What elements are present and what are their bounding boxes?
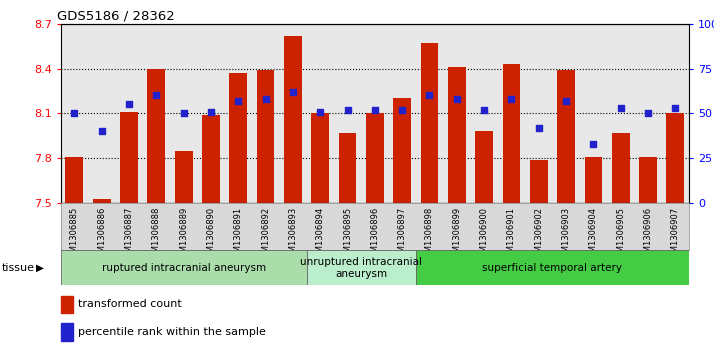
Bar	[61, 323, 74, 341]
Bar	[284, 36, 302, 203]
Text: GSM1306899: GSM1306899	[452, 207, 461, 263]
Bar	[476, 131, 493, 203]
Point	[560, 98, 572, 104]
FancyBboxPatch shape	[61, 250, 306, 285]
Point	[533, 125, 545, 131]
Point	[396, 107, 408, 113]
Point	[424, 93, 436, 98]
Point	[233, 98, 244, 104]
Point	[478, 107, 490, 113]
Text: GSM1306906: GSM1306906	[643, 207, 653, 263]
Point	[178, 110, 189, 116]
Text: GSM1306907: GSM1306907	[671, 207, 680, 263]
Text: GSM1306894: GSM1306894	[316, 207, 325, 263]
Point	[314, 109, 326, 115]
Point	[205, 109, 216, 115]
Bar	[366, 113, 383, 203]
Bar	[66, 157, 84, 203]
Point	[287, 89, 298, 95]
Point	[151, 93, 162, 98]
Bar	[530, 160, 548, 203]
Text: ▶: ▶	[36, 263, 44, 273]
Text: GSM1306900: GSM1306900	[480, 207, 488, 263]
Bar	[557, 70, 575, 203]
Text: GSM1306896: GSM1306896	[371, 207, 379, 263]
Bar	[585, 157, 603, 203]
Text: GSM1306905: GSM1306905	[616, 207, 625, 263]
Text: GSM1306891: GSM1306891	[233, 207, 243, 263]
FancyBboxPatch shape	[306, 250, 416, 285]
Bar	[448, 67, 466, 203]
Point	[643, 110, 654, 116]
Bar	[93, 199, 111, 203]
Text: GSM1306897: GSM1306897	[398, 207, 407, 263]
Bar	[639, 157, 657, 203]
Point	[670, 105, 681, 111]
Text: superficial temporal artery: superficial temporal artery	[483, 263, 623, 273]
Bar	[229, 73, 247, 203]
Bar	[421, 43, 438, 203]
Point	[342, 107, 353, 113]
Bar	[175, 151, 193, 203]
Text: GSM1306890: GSM1306890	[206, 207, 216, 263]
Text: GSM1306898: GSM1306898	[425, 207, 434, 263]
Text: GSM1306893: GSM1306893	[288, 207, 298, 263]
Text: ruptured intracranial aneurysm: ruptured intracranial aneurysm	[101, 263, 266, 273]
Bar	[612, 133, 630, 203]
Point	[615, 105, 626, 111]
Point	[451, 96, 463, 102]
Bar	[202, 115, 220, 203]
Point	[588, 141, 599, 147]
Text: GSM1306888: GSM1306888	[152, 207, 161, 264]
Point	[96, 129, 107, 134]
Bar	[393, 98, 411, 203]
Text: GSM1306904: GSM1306904	[589, 207, 598, 263]
Bar	[120, 112, 138, 203]
Text: GSM1306895: GSM1306895	[343, 207, 352, 263]
Point	[260, 96, 271, 102]
Bar	[257, 70, 274, 203]
FancyBboxPatch shape	[416, 250, 689, 285]
Text: transformed count: transformed count	[78, 299, 182, 309]
Point	[369, 107, 381, 113]
Text: GSM1306887: GSM1306887	[124, 207, 134, 264]
Point	[69, 110, 80, 116]
Text: unruptured intracranial
aneurysm: unruptured intracranial aneurysm	[300, 257, 422, 278]
Text: tissue: tissue	[1, 263, 34, 273]
Text: GSM1306889: GSM1306889	[179, 207, 188, 263]
Text: GSM1306885: GSM1306885	[70, 207, 79, 263]
Text: GSM1306902: GSM1306902	[534, 207, 543, 263]
Text: percentile rank within the sample: percentile rank within the sample	[78, 327, 266, 337]
Bar	[311, 113, 329, 203]
Text: GSM1306903: GSM1306903	[562, 207, 570, 263]
Bar	[61, 295, 74, 313]
Bar	[338, 133, 356, 203]
Text: GSM1306886: GSM1306886	[97, 207, 106, 264]
Bar	[147, 69, 165, 203]
Bar	[503, 64, 521, 203]
Point	[124, 102, 135, 107]
Bar	[666, 113, 684, 203]
Text: GSM1306901: GSM1306901	[507, 207, 516, 263]
Text: GDS5186 / 28362: GDS5186 / 28362	[57, 9, 175, 22]
Text: GSM1306892: GSM1306892	[261, 207, 270, 263]
Point	[506, 96, 517, 102]
